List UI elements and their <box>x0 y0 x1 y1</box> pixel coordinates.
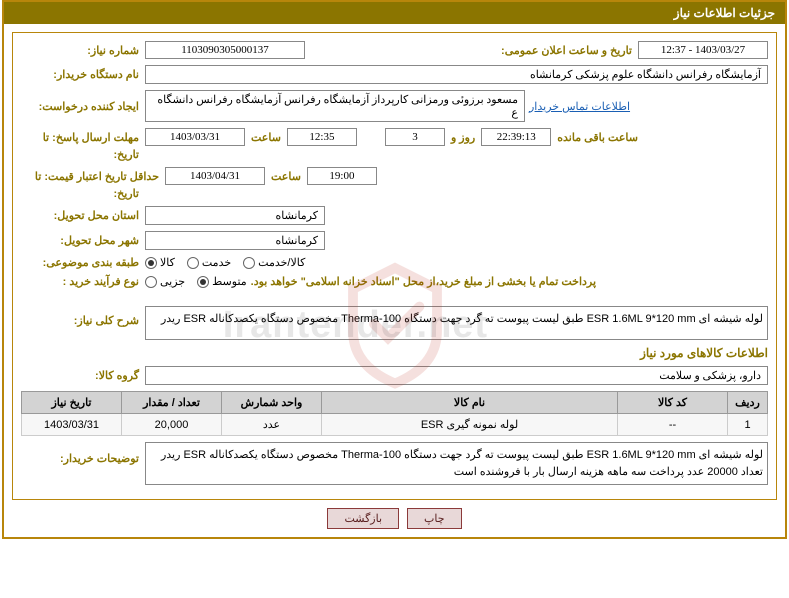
table-header-row: ردیف کد کالا نام کالا واحد شمارش تعداد /… <box>22 392 768 414</box>
radio-both[interactable]: کالا/خدمت <box>243 256 305 269</box>
goods-section-header: اطلاعات کالاهای مورد نیاز <box>21 346 768 360</box>
remaining-label: ساعت باقی مانده <box>555 131 640 144</box>
need-number-value: 1103090305000137 <box>145 41 305 59</box>
days-remaining: 3 <box>385 128 445 146</box>
validity-time: 19:00 <box>307 167 377 185</box>
table-row: 1 -- لوله نمونه گیری ESR عدد 20,000 1403… <box>22 414 768 436</box>
announce-date-label: تاریخ و ساعت اعلان عمومی: <box>499 44 634 57</box>
td-unit: عدد <box>222 414 322 436</box>
th-qty: تعداد / مقدار <box>122 392 222 414</box>
back-button[interactable]: بازگشت <box>327 508 399 529</box>
summary-label: شرح کلی نیاز: <box>21 306 141 327</box>
goods-group-value: دارو، پزشکی و سلامت <box>145 366 768 385</box>
purchase-note: پرداخت تمام یا بخشی از مبلغ خرید،از محل … <box>251 275 596 288</box>
title-bar: جزئیات اطلاعات نیاز <box>4 2 785 24</box>
td-code: -- <box>618 414 728 436</box>
deadline-label-1: مهلت ارسال پاسخ: تا <box>21 131 141 144</box>
time-label-2: ساعت <box>269 170 303 183</box>
announce-date-value: 1403/03/27 - 12:37 <box>638 41 768 59</box>
validity-label-1: حداقل تاریخ اعتبار قیمت: تا <box>21 170 161 183</box>
td-date: 1403/03/31 <box>22 414 122 436</box>
category-radio-group: کالا خدمت کالا/خدمت <box>145 256 305 269</box>
th-unit: واحد شمارش <box>222 392 322 414</box>
purchase-type-radio-group: جزیی متوسط <box>145 275 247 288</box>
buyer-org-label: نام دستگاه خریدار: <box>21 68 141 81</box>
buyer-org-value: آزمایشگاه رفرانس دانشگاه علوم پزشکی کرما… <box>145 65 768 84</box>
td-name: لوله نمونه گیری ESR <box>322 414 618 436</box>
requester-value: مسعود برزوئی ورمزانی کارپرداز آزمایشگاه … <box>145 90 525 122</box>
td-row: 1 <box>728 414 768 436</box>
th-date: تاریخ نیاز <box>22 392 122 414</box>
goods-group-label: گروه کالا: <box>21 369 141 382</box>
category-label: طبقه بندی موضوعی: <box>21 256 141 269</box>
th-name: نام کالا <box>322 392 618 414</box>
radio-service[interactable]: خدمت <box>187 256 231 269</box>
main-fieldset: شماره نیاز: 1103090305000137 تاریخ و ساع… <box>12 32 777 500</box>
contact-link[interactable]: اطلاعات تماس خریدار <box>529 100 630 113</box>
validity-date: 1403/04/31 <box>165 167 265 185</box>
deadline-label-2: تاریخ: <box>21 148 141 161</box>
countdown-time: 22:39:13 <box>481 128 551 146</box>
summary-value: لوله شیشه ای ESR 1.6ML 9*120 mm طبق لیست… <box>145 306 768 340</box>
radio-goods[interactable]: کالا <box>145 256 175 269</box>
th-code: کد کالا <box>618 392 728 414</box>
time-label-1: ساعت <box>249 131 283 144</box>
requester-label: ایجاد کننده درخواست: <box>21 100 141 113</box>
need-number-label: شماره نیاز: <box>21 44 141 57</box>
validity-label-2: تاریخ: <box>21 187 141 200</box>
city-label: شهر محل تحویل: <box>21 234 141 247</box>
province-value: کرمانشاه <box>145 206 325 225</box>
radio-minor[interactable]: جزیی <box>145 275 185 288</box>
purchase-type-label: نوع فرآیند خرید : <box>21 275 141 288</box>
goods-table: ردیف کد کالا نام کالا واحد شمارش تعداد /… <box>21 391 768 436</box>
deadline-date: 1403/03/31 <box>145 128 245 146</box>
desc-value: لوله شیشه ای ESR 1.6ML 9*120 mm طبق لیست… <box>145 442 768 485</box>
days-and-label: روز و <box>449 131 477 144</box>
print-button[interactable]: چاپ <box>407 508 462 529</box>
city-value: کرمانشاه <box>145 231 325 250</box>
td-qty: 20,000 <box>122 414 222 436</box>
desc-label: توضیحات خریدار: <box>21 442 141 465</box>
th-row: ردیف <box>728 392 768 414</box>
radio-medium[interactable]: متوسط <box>197 275 247 288</box>
deadline-time: 12:35 <box>287 128 357 146</box>
province-label: استان محل تحویل: <box>21 209 141 222</box>
